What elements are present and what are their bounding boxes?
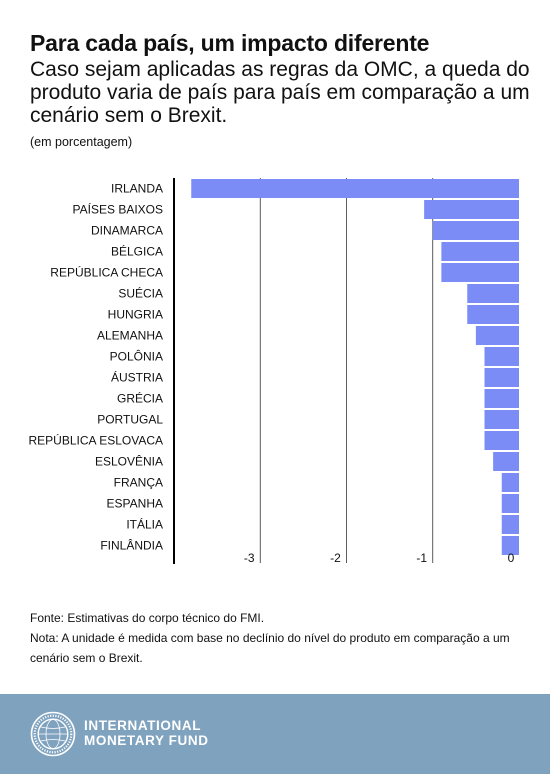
bar [484,347,519,366]
category-label: REPÚBLICA CHECA [50,265,163,280]
category-label: ITÁLIA [126,517,163,532]
bar [441,263,519,282]
bar [475,326,519,345]
footer-notes: Fonte: Estimativas do corpo técnico do F… [30,608,525,668]
imf-name-line2: MONETARY FUND [84,733,209,748]
bar [501,473,519,492]
category-label: ALEMANHA [97,329,163,343]
category-label: ESPANHA [107,497,163,511]
category-label: PORTUGAL [97,413,163,427]
x-tick-label: -3 [244,551,255,565]
bar [484,431,519,450]
bar [501,515,519,534]
category-label: GRÉCIA [117,391,163,406]
bar [501,494,519,513]
bar [467,284,519,303]
bar [432,221,519,240]
category-label: ÁUSTRIA [111,370,163,385]
category-label: REPÚBLICA ESLOVACA [29,433,164,448]
category-label: ESLOVÊNIA [95,454,163,469]
x-tick-label: -2 [330,551,341,565]
bar [484,389,519,408]
bar [484,410,519,429]
imf-wordmark: INTERNATIONAL MONETARY FUND [84,718,209,748]
category-label: SUÉCIA [118,286,163,301]
bar [424,200,519,219]
bar [501,536,519,555]
chart-header: Para cada país, um impacto diferente Cas… [30,30,530,149]
category-label: FINLÂNDIA [100,538,163,553]
category-label: POLÔNIA [110,349,163,364]
imf-seal-icon [30,711,76,757]
category-label: HUNGRIA [108,308,163,322]
imf-name-line1: INTERNATIONAL [84,718,202,733]
bar [467,305,519,324]
chart-title: Para cada país, um impacto diferente [30,30,430,56]
category-label: IRLANDA [111,182,163,196]
method-note: Nota: A unidade é medida com base no dec… [30,631,510,665]
x-tick-label: -1 [416,551,427,565]
category-label: BÉLGICA [111,244,163,259]
bar [493,452,519,471]
x-tick-label: 0 [508,551,515,565]
bar [191,179,519,198]
category-label: PAÍSES BAIXOS [73,202,163,217]
bar [484,368,519,387]
category-label: DINAMARCA [91,224,163,238]
source-note: Fonte: Estimativas do corpo técnico do F… [30,611,265,625]
imf-footer-band: INTERNATIONAL MONETARY FUND [0,694,550,774]
bar [441,242,519,261]
category-label: FRANÇA [114,476,163,490]
chart-subtitle: Caso sejam aplicadas as regras da OMC, a… [30,58,530,127]
bar-chart: IRLANDA PAÍSES BAIXOS DINAMARCA BÉLGICA REPÚ… [29,178,519,565]
unit-label: (em porcentagem) [30,135,133,149]
